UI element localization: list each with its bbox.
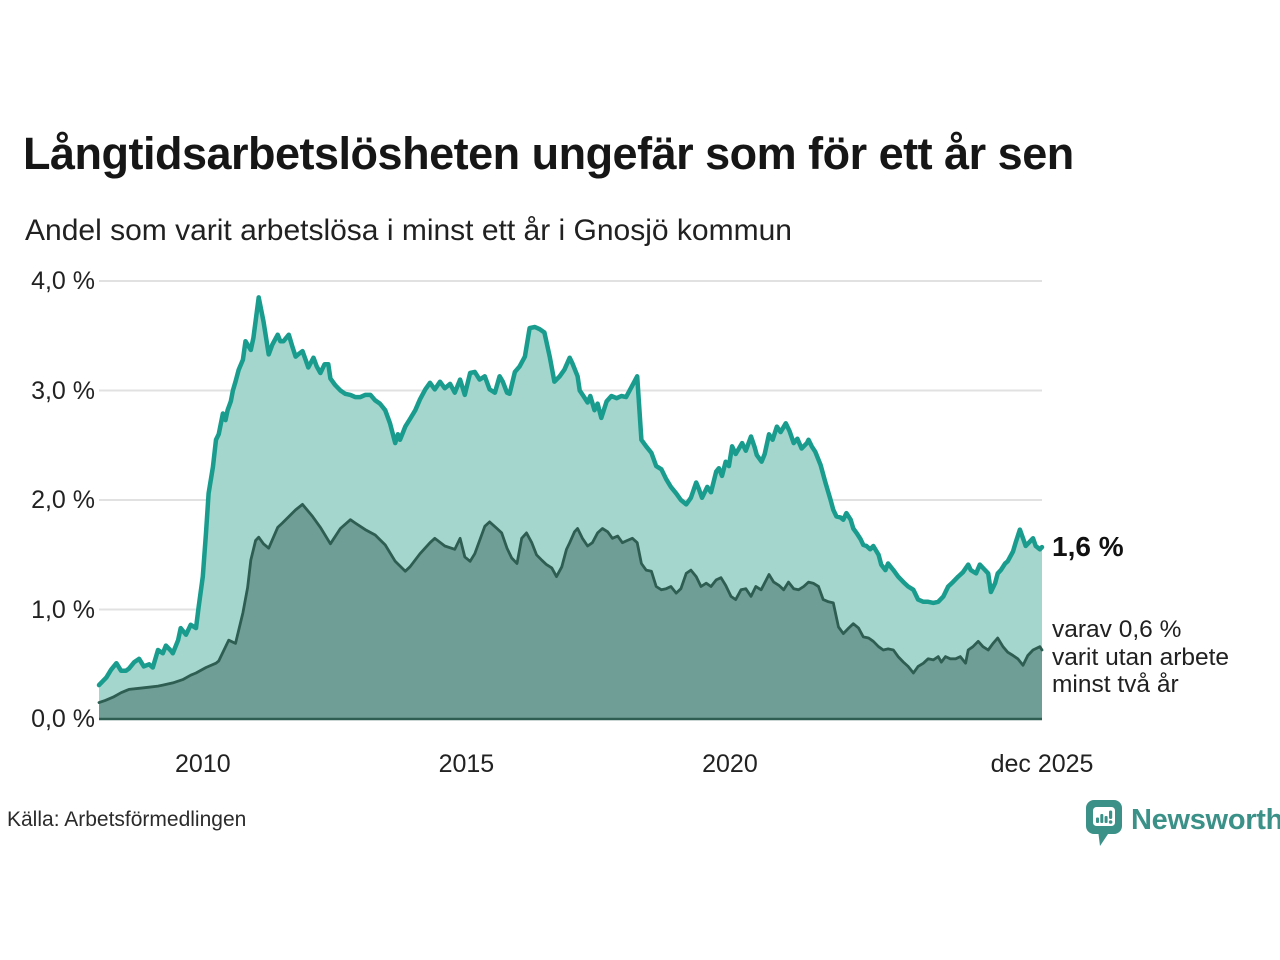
page-subtitle: Andel som varit arbetslösa i minst ett å… bbox=[25, 214, 792, 247]
latest-value-label: 1,6 % bbox=[1052, 531, 1124, 562]
newsworthy-branding: Newsworthy bbox=[1086, 800, 1280, 846]
two-year-note-line-3: minst två år bbox=[1052, 671, 1179, 698]
y-tick-label: 0,0 % bbox=[31, 705, 95, 733]
y-tick-label: 4,0 % bbox=[31, 267, 95, 295]
x-tick-label: 2010 bbox=[175, 750, 231, 778]
newsworthy-wordmark: Newsworthy bbox=[1131, 804, 1280, 836]
source-attribution: Källa: Arbetsförmedlingen bbox=[7, 808, 247, 831]
page-title: Långtidsarbetslösheten ungefär som för e… bbox=[23, 128, 1074, 179]
y-tick-label: 2,0 % bbox=[31, 486, 95, 514]
y-tick-label: 1,0 % bbox=[31, 595, 95, 624]
two-year-note-line-2: varit utan arbete bbox=[1052, 643, 1230, 671]
x-tick-label: dec 2025 bbox=[990, 750, 1094, 778]
two-year-note-line-1: varav 0,6 % bbox=[1052, 616, 1182, 643]
x-tick-label: 2015 bbox=[438, 750, 495, 778]
newsworthy-logo-icon bbox=[1086, 800, 1122, 846]
two-year-note: varav 0,6 % varit utan arbete minst två … bbox=[1052, 616, 1229, 699]
x-tick-label: 2020 bbox=[702, 750, 758, 778]
y-tick-label: 3,0 % bbox=[31, 376, 95, 405]
